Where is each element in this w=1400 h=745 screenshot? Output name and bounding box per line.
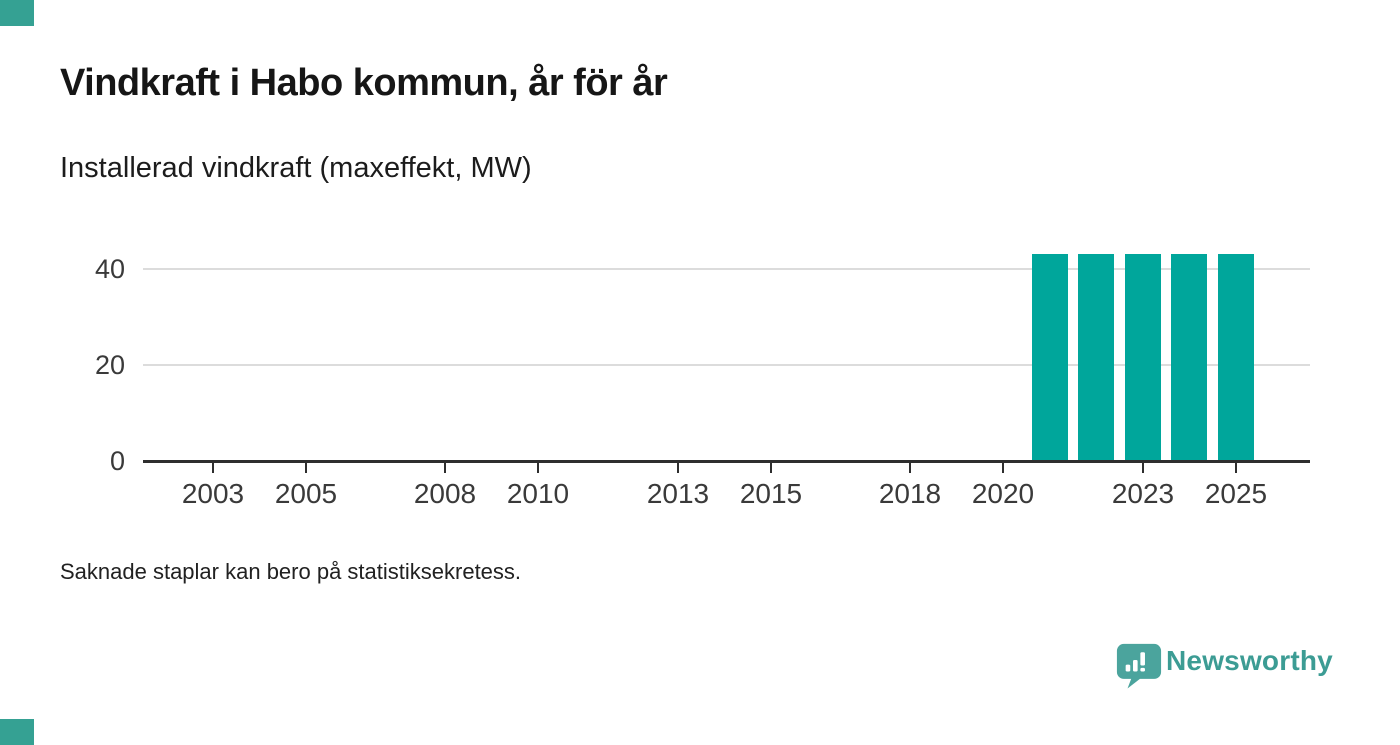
bar-2021 — [1032, 254, 1068, 460]
x-axis-label-2018: 2018 — [878, 478, 942, 509]
speech-bubble-bar-chart-icon — [1116, 643, 1162, 689]
x-axis-label-2010: 2010 — [506, 478, 570, 509]
x-axis-label-2005: 2005 — [274, 478, 338, 509]
footnote-text: Saknade staplar kan bero på statistiksek… — [60, 559, 522, 584]
x-tick-2010 — [537, 463, 539, 473]
x-tick-2020 — [1002, 463, 1004, 473]
x-tick-2018 — [909, 463, 911, 473]
x-tick-2005 — [305, 463, 307, 473]
gridline-y-40 — [143, 268, 1310, 270]
x-tick-2023 — [1142, 463, 1144, 473]
bar-2025 — [1218, 254, 1254, 460]
newsworthy-wordmark: Newsworthy — [1166, 645, 1333, 676]
bar-2023 — [1125, 254, 1161, 460]
y-axis-label-20: 20 — [94, 350, 125, 380]
x-axis-label-2003: 2003 — [181, 478, 245, 509]
chart-subtitle: Installerad vindkraft (maxeffekt, MW) — [60, 152, 532, 184]
x-tick-2003 — [212, 463, 214, 473]
newsworthy-logo: Newsworthy — [1116, 643, 1333, 689]
bar-2024 — [1171, 254, 1207, 460]
x-tick-2025 — [1235, 463, 1237, 473]
x-axis-line — [143, 460, 1310, 463]
x-axis-label-2023: 2023 — [1111, 478, 1175, 509]
y-axis-label-0: 0 — [109, 446, 125, 476]
x-tick-2008 — [444, 463, 446, 473]
x-axis-label-2015: 2015 — [739, 478, 803, 509]
x-axis-label-2013: 2013 — [646, 478, 710, 509]
page-title: Vindkraft i Habo kommun, år för år — [60, 62, 668, 104]
brand-corner-mark-bottom-left — [0, 719, 34, 745]
x-tick-2013 — [677, 463, 679, 473]
x-axis-label-2020: 2020 — [971, 478, 1035, 509]
gridline-y-20 — [143, 364, 1310, 366]
y-axis-label-40: 40 — [94, 254, 125, 284]
x-axis-label-2008: 2008 — [413, 478, 477, 509]
brand-corner-mark-top-left — [0, 0, 34, 26]
bar-2022 — [1078, 254, 1114, 460]
x-axis-label-2025: 2025 — [1204, 478, 1268, 509]
x-tick-2015 — [770, 463, 772, 473]
